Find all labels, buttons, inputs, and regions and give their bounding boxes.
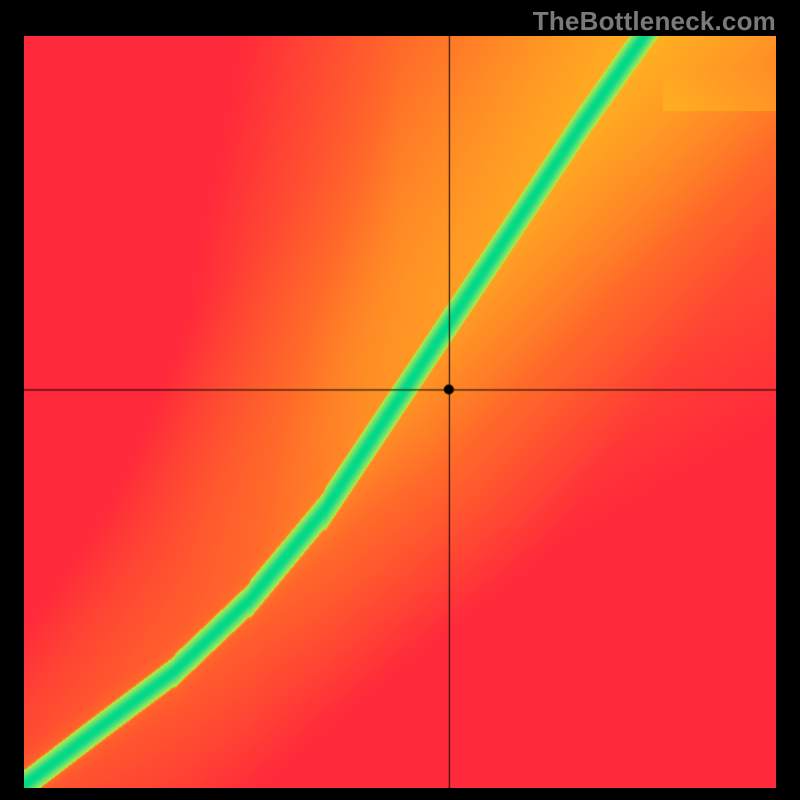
chart-frame: TheBottleneck.com bbox=[0, 0, 800, 800]
bottleneck-heatmap bbox=[24, 36, 776, 788]
watermark-text: TheBottleneck.com bbox=[533, 6, 776, 37]
